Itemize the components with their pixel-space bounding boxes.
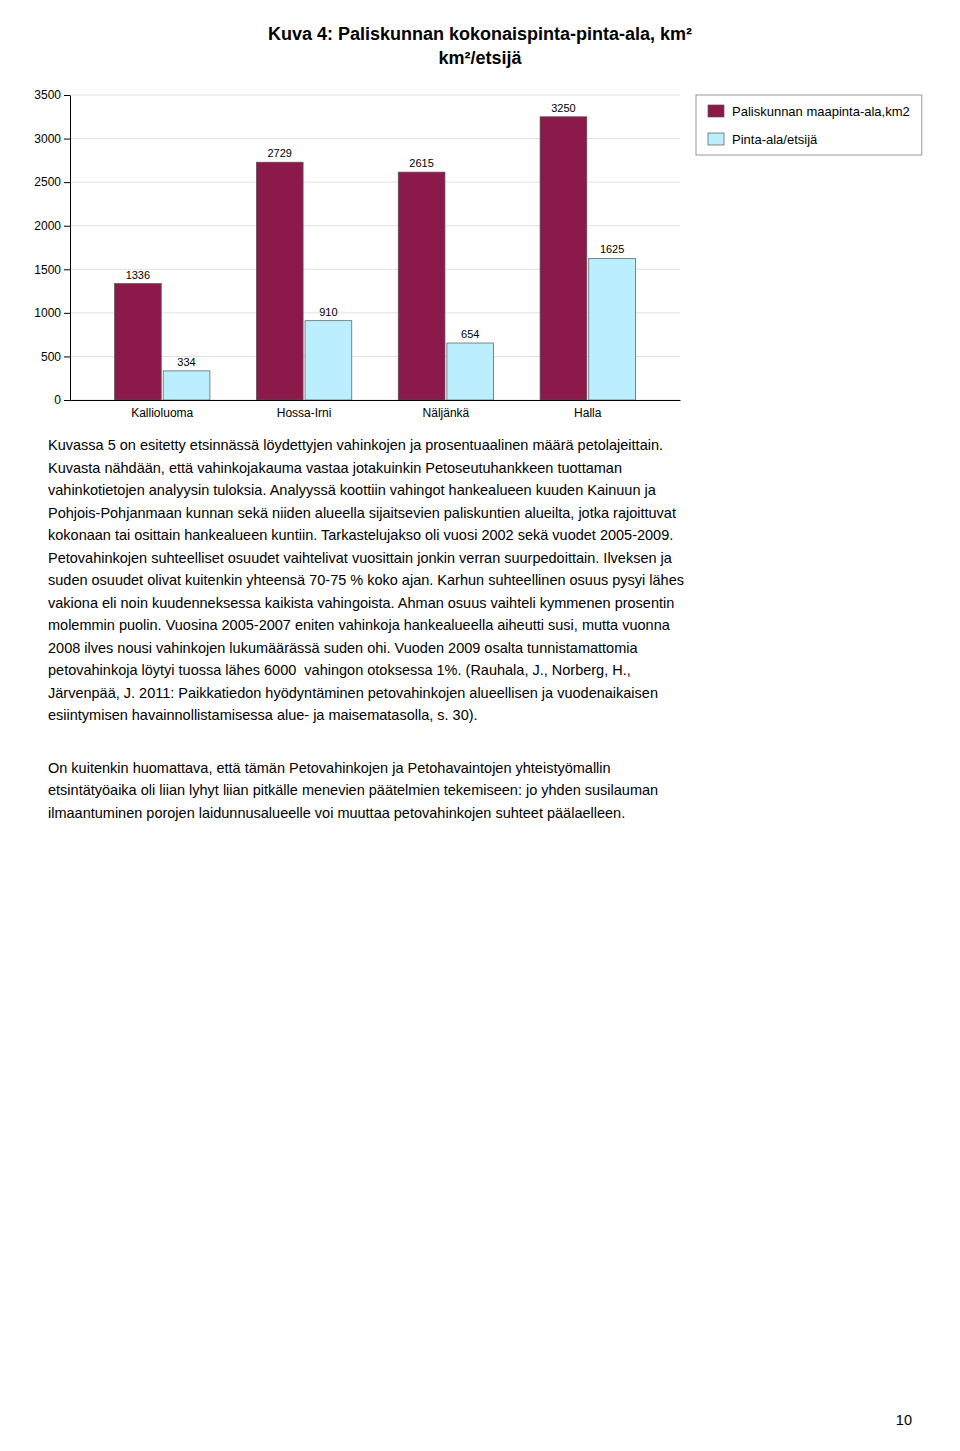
tick-mark <box>64 269 70 270</box>
bar <box>305 321 352 400</box>
page-number: 10 <box>896 1412 912 1428</box>
grid-line <box>70 225 680 226</box>
tick-mark <box>64 182 70 183</box>
paragraph-line: kokonaan tai osittain hankealueen kuntii… <box>48 527 673 543</box>
bar <box>540 117 587 400</box>
tick-mark <box>64 313 70 314</box>
legend-label: Pinta-ala/etsijä <box>732 132 818 147</box>
tick-label: Hossa-Irni <box>277 406 332 420</box>
paragraph-line: Pohjois-Pohjanmaan kunnan sekä niiden al… <box>48 505 676 521</box>
paragraph-line: vahinkotietojen analyysin tuloksia. Anal… <box>48 482 657 498</box>
bar <box>589 258 636 400</box>
tick-label: 2000 <box>34 219 61 233</box>
paragraph-line: Kuvassa 5 on esitetty etsinnässä löydett… <box>48 437 663 453</box>
tick: 1000 <box>34 306 70 320</box>
tick-label: 500 <box>41 350 61 364</box>
tick: 3000 <box>34 132 70 146</box>
paragraph-line: suden osuudet olivat kuitenkin yhteensä … <box>48 572 684 588</box>
x-axis: Kallioluoma Hossa-Irni Näljänkä Halla <box>71 401 681 420</box>
grid <box>70 95 680 400</box>
tick: Kallioluoma <box>131 406 193 420</box>
data-label: 1336 <box>126 269 150 281</box>
tick: 0 <box>54 393 70 407</box>
legend-item: Pinta-ala/etsijä <box>708 132 818 147</box>
legend-swatch <box>708 133 724 145</box>
tick-label: Halla <box>574 406 602 420</box>
paragraph-line: vakiona eli noin kuudenneksessa kaikista… <box>48 595 674 611</box>
chart-title: Kuva 4: Paliskunnan kokonaispinta-pinta-… <box>268 24 692 44</box>
tick: 2000 <box>34 219 70 233</box>
y-axis: 0 500 1000 1500 2000 2500 3000 3500 <box>34 88 70 407</box>
data-label: 2729 <box>267 147 291 159</box>
tick: Hossa-Irni <box>277 406 332 420</box>
paragraph-line: petovahinkoja löytyi tuossa lähes 6000 v… <box>48 662 631 678</box>
bar <box>398 172 445 400</box>
bars <box>115 117 636 400</box>
data-label: 654 <box>461 328 479 340</box>
tick: 3500 <box>34 88 70 102</box>
paragraph-line: Järvenpää, J. 2011: Paikkatiedon hyödynt… <box>48 685 658 701</box>
bar <box>447 343 494 400</box>
tick-label: 3000 <box>34 132 61 146</box>
tick: 2500 <box>34 175 70 189</box>
tick-label: Kallioluoma <box>131 406 193 420</box>
axis-line <box>70 96 71 401</box>
legend-label: Paliskunnan maapinta-ala,km2 <box>732 104 910 119</box>
paragraph: Kuvassa 5 on esitetty etsinnässä löydett… <box>48 437 684 723</box>
page: Kuva 4: Paliskunnan kokonaispinta-pinta-… <box>0 0 960 1451</box>
tick-label: 2500 <box>34 175 61 189</box>
paragraph-line: On kuitenkin huomattava, että tämän Peto… <box>48 760 611 776</box>
tick: 500 <box>41 350 70 364</box>
paragraph-line: esiintymisen havainnollistamisessa alue-… <box>48 707 478 723</box>
data-labels: 1336 2729 2615 3250 334 910 654 1625 <box>126 102 625 368</box>
legend-swatch <box>708 105 724 117</box>
paragraph-line: Petovahinkojen suhteelliset osuudet vaih… <box>48 550 673 566</box>
paragraph-line: etsintätyöaika oli liian lyhyt liian pit… <box>48 782 658 798</box>
axis-line <box>71 400 681 401</box>
legend-box <box>696 95 922 155</box>
paragraph-line: 2008 ilves nousi vahinkojen lukumäärässä… <box>48 640 638 656</box>
paragraph-line: molemmin puolin. Vuosina 2005-2007 enite… <box>48 617 671 633</box>
tick-label: 3500 <box>34 88 61 102</box>
tick-mark <box>64 95 70 96</box>
paragraph: On kuitenkin huomattava, että tämän Peto… <box>48 760 658 821</box>
tick: Halla <box>574 406 602 420</box>
chart-subtitle: km²/etsijä <box>438 48 522 68</box>
data-label: 3250 <box>551 102 575 114</box>
data-label: 1625 <box>600 243 624 255</box>
data-label: 334 <box>177 356 195 368</box>
paragraph-line: ilmaantuminen porojen laidunnusalueelle … <box>48 805 625 821</box>
paragraph-line: Kuvasta nähdään, että vahinkojakauma vas… <box>48 460 622 476</box>
tick-label: 0 <box>54 393 61 407</box>
tick-label: 1000 <box>34 306 61 320</box>
legend-item: Paliskunnan maapinta-ala,km2 <box>708 104 910 119</box>
tick-mark <box>64 356 70 357</box>
tick: 1500 <box>34 263 70 277</box>
tick-mark <box>64 400 70 401</box>
data-label: 2615 <box>409 157 433 169</box>
bar <box>256 162 303 400</box>
legend: Paliskunnan maapinta-ala,km2 Pinta-ala/et… <box>696 95 922 155</box>
bar <box>163 371 210 400</box>
data-label: 910 <box>319 306 337 318</box>
tick: Näljänkä <box>423 406 470 420</box>
grid-line <box>70 95 680 96</box>
grid-line <box>70 182 680 183</box>
tick-mark <box>64 226 70 227</box>
tick-mark <box>64 139 70 140</box>
tick-label: Näljänkä <box>423 406 470 420</box>
tick-label: 1500 <box>34 263 61 277</box>
grid-line <box>70 138 680 139</box>
bar <box>115 284 162 400</box>
